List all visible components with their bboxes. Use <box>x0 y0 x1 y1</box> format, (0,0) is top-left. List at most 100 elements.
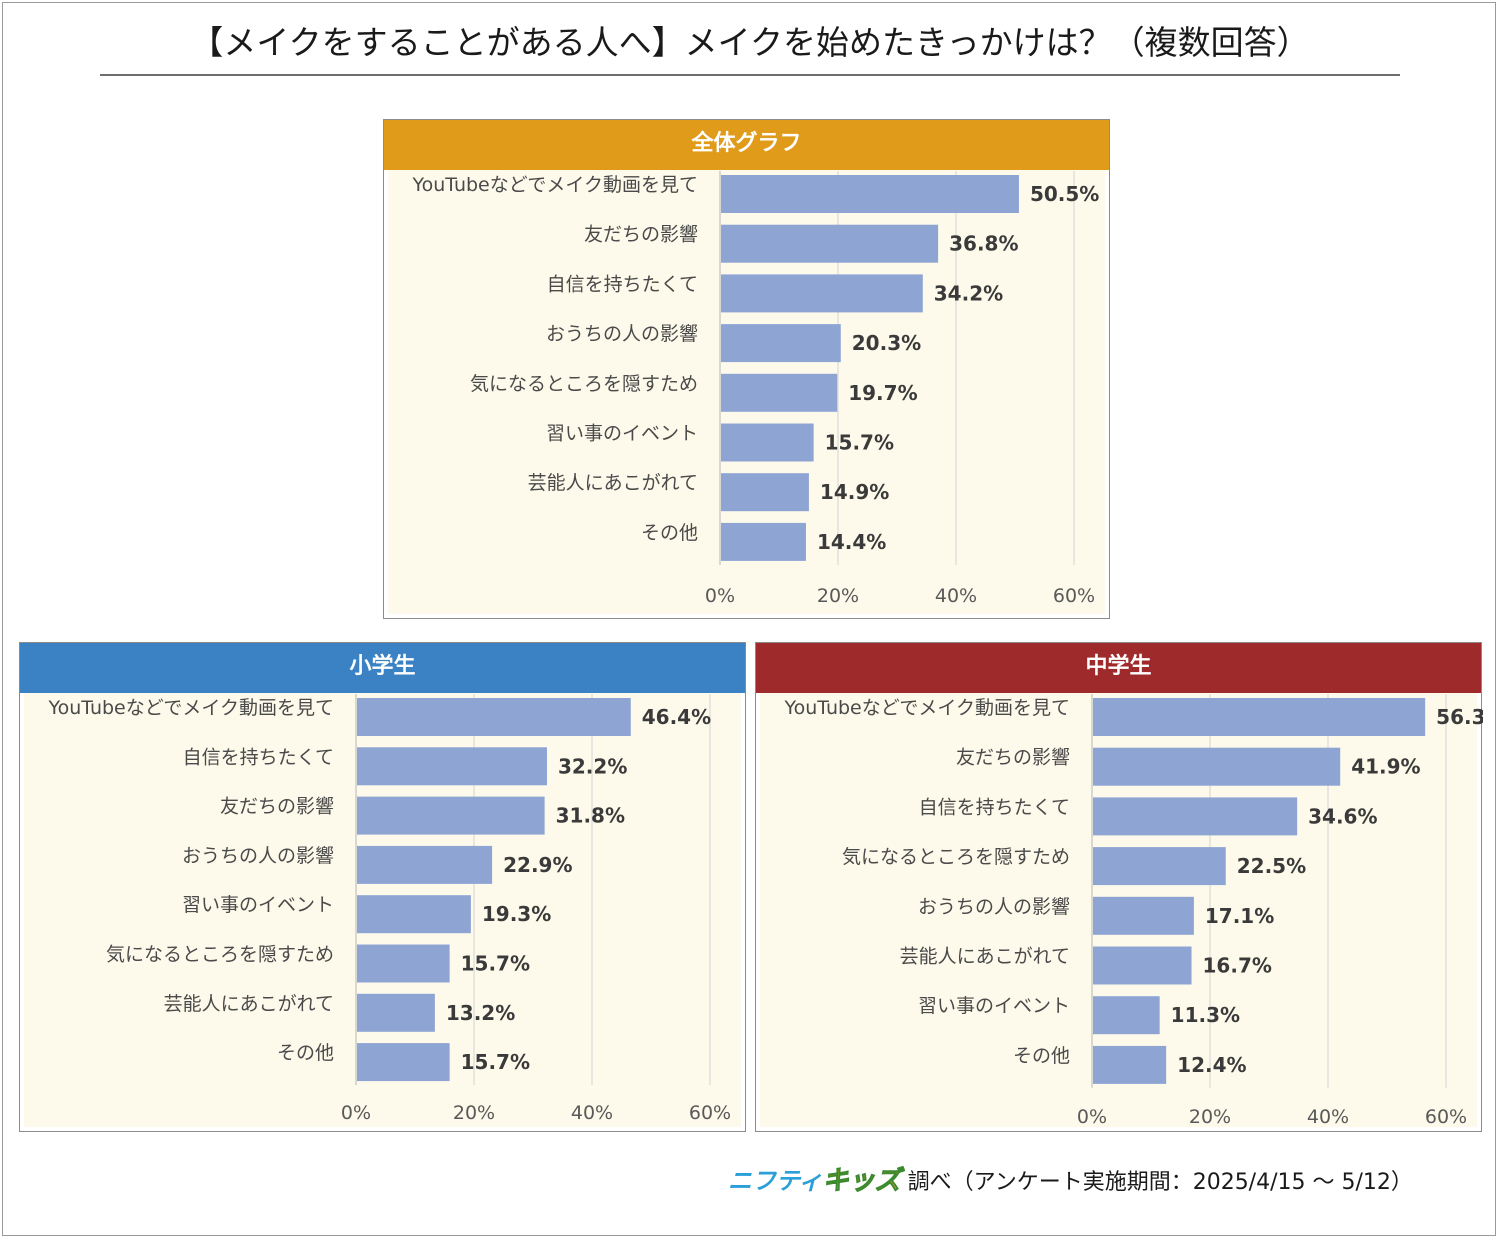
bar <box>1093 896 1194 935</box>
data-label: 15.7% <box>825 431 894 455</box>
elementary-chart-panel: 小学生 0% 20% 40% 60% YouTubeなどでメイク動画を見て 46.4% 自信… <box>19 642 746 1132</box>
bar <box>721 324 841 363</box>
bar <box>1093 747 1341 786</box>
bar <box>1093 946 1192 985</box>
category-label: YouTubeなどでメイク動画を見て <box>411 174 698 196</box>
data-label: 31.8% <box>556 804 625 828</box>
footer-source-text: 調べ（アンケート実施期間：2025/4/15 ～ 5/12） <box>907 1170 1413 1195</box>
bar <box>1093 996 1160 1035</box>
data-label: 19.3% <box>482 902 551 926</box>
category-label: YouTubeなどでメイク動画を見て <box>783 697 1070 719</box>
category-label: その他 <box>1013 1045 1070 1067</box>
bar <box>721 522 806 561</box>
category-label: 習い事のイベント <box>918 995 1070 1017</box>
data-label: 41.9% <box>1351 755 1420 779</box>
overall-chart-title: 全体グラフ <box>384 120 1109 170</box>
bar <box>1093 847 1226 886</box>
x-tick-label: 20% <box>817 585 859 607</box>
category-label: 習い事のイベント <box>182 894 334 916</box>
data-label: 16.7% <box>1203 954 1272 978</box>
category-label: おうちの人の影響 <box>918 896 1070 918</box>
data-label: 14.4% <box>817 530 886 554</box>
data-label: 20.3% <box>852 331 921 355</box>
x-tick-label: 60% <box>1425 1106 1467 1128</box>
data-label: 11.3% <box>1171 1003 1240 1027</box>
category-label: その他 <box>277 1042 334 1064</box>
x-tick-label: 20% <box>453 1102 495 1124</box>
category-label: おうちの人の影響 <box>182 845 334 867</box>
category-label: 習い事のイベント <box>546 423 698 445</box>
category-label: おうちの人の影響 <box>546 323 698 345</box>
elementary-bar-chart: 0% 20% 40% 60% YouTubeなどでメイク動画を見て 46.4% 自信を持ちた… <box>47 694 731 1124</box>
bar <box>357 747 547 786</box>
bar <box>357 993 435 1032</box>
category-label: 友だちの影響 <box>584 224 698 246</box>
junior-high-bar-chart: 0% 20% 40% 60% YouTubeなどでメイク動画を見て 56.3% 友だちの影響… <box>783 694 1483 1128</box>
category-label: その他 <box>641 522 698 544</box>
category-label: 友だちの影響 <box>956 747 1070 769</box>
data-label: 15.7% <box>461 952 530 976</box>
bar <box>721 473 809 512</box>
x-tick-label: 40% <box>935 585 977 607</box>
category-label: 友だちの影響 <box>220 796 334 818</box>
bar <box>357 796 545 835</box>
logo-nifty: ニフティ <box>728 1167 823 1195</box>
overall-bar-chart: 0% 20% 40% 60% YouTubeなどでメイク動画を見て 50.5% 友だちの影響… <box>411 171 1099 607</box>
bar <box>721 373 838 412</box>
category-label: 気になるところを隠すため <box>106 944 334 966</box>
data-label: 34.2% <box>934 281 1003 305</box>
category-label: 気になるところを隠すため <box>842 846 1070 868</box>
category-label: 自信を持ちたくて <box>547 273 698 295</box>
category-label: 芸能人にあこがれて <box>528 472 698 494</box>
data-label: 36.8% <box>949 232 1018 256</box>
data-label: 46.4% <box>642 705 711 729</box>
data-label: 19.7% <box>848 381 917 405</box>
title-underline <box>100 74 1400 76</box>
junior-high-chart-title: 中学生 <box>756 643 1481 693</box>
x-tick-label: 0% <box>1077 1106 1107 1128</box>
bar <box>357 895 471 934</box>
category-label: 自信を持ちたくて <box>919 796 1070 818</box>
category-label: 芸能人にあこがれて <box>164 993 334 1015</box>
category-label: 気になるところを隠すため <box>470 373 698 395</box>
bar <box>1093 698 1426 736</box>
data-label: 14.9% <box>820 480 889 504</box>
x-tick-label: 60% <box>1053 585 1095 607</box>
category-label: 芸能人にあこがれて <box>900 946 1070 968</box>
data-label: 56.3% <box>1436 705 1483 729</box>
bar <box>721 175 1019 213</box>
bar <box>357 944 450 983</box>
category-label: YouTubeなどでメイク動画を見て <box>47 697 334 719</box>
data-label: 50.5% <box>1030 182 1099 206</box>
logo-kids: キッズ <box>822 1166 901 1197</box>
x-tick-label: 0% <box>341 1102 371 1124</box>
page-title: 【メイクをすることがある人へ】メイクを始めたきっかけは？（複数回答） <box>190 23 1310 62</box>
bar <box>357 1043 450 1082</box>
x-tick-label: 60% <box>689 1102 731 1124</box>
data-label: 13.2% <box>446 1001 515 1025</box>
data-label: 22.5% <box>1237 854 1306 878</box>
data-label: 12.4% <box>1177 1053 1246 1077</box>
bar <box>357 698 631 736</box>
x-tick-label: 0% <box>705 585 735 607</box>
bar <box>357 845 493 884</box>
x-tick-label: 40% <box>571 1102 613 1124</box>
bar <box>721 224 939 263</box>
data-label: 32.2% <box>558 754 627 778</box>
bar <box>1093 797 1298 836</box>
data-label: 22.9% <box>503 853 572 877</box>
bar <box>1093 1045 1167 1084</box>
bar <box>721 274 923 313</box>
junior-high-chart-panel: 中学生 0% 20% 40% 60% YouTubeなどでメイク動画を見て 56.3% 友だ… <box>755 642 1483 1132</box>
data-label: 34.6% <box>1308 804 1377 828</box>
category-label: 自信を持ちたくて <box>183 746 334 768</box>
footer-source: ニフティキッズ 調べ（アンケート実施期間：2025/4/15 ～ 5/12） <box>728 1165 1413 1197</box>
data-label: 15.7% <box>461 1050 530 1074</box>
overall-chart-panel: 全体グラフ 0% 20% 40% 60% YouTubeなどでメイク動画を見て 50.5%… <box>383 119 1110 619</box>
data-label: 17.1% <box>1205 904 1274 928</box>
x-tick-label: 20% <box>1189 1106 1231 1128</box>
elementary-chart-title: 小学生 <box>20 643 745 693</box>
x-tick-label: 40% <box>1307 1106 1349 1128</box>
bar <box>721 423 814 462</box>
